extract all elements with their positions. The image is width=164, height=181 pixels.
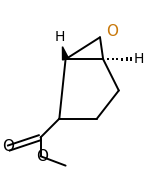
- Text: O: O: [2, 139, 14, 154]
- Text: O: O: [36, 149, 48, 164]
- Text: H: H: [134, 52, 144, 66]
- Text: O: O: [107, 24, 119, 39]
- Polygon shape: [62, 47, 69, 60]
- Text: H: H: [54, 30, 64, 44]
